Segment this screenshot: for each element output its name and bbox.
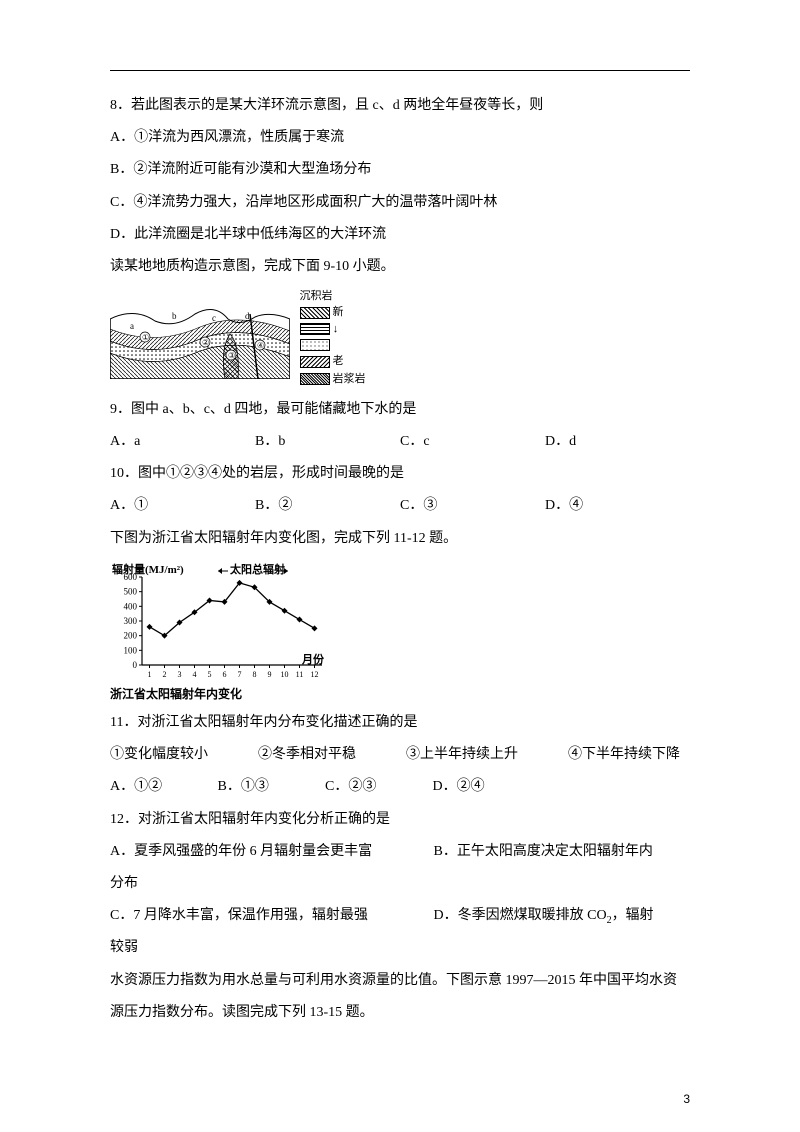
q9-C: C．c — [400, 426, 545, 458]
q12-D-cont: 较弱 — [110, 932, 690, 964]
geological-diagram: a b c d ① ② ③ ④ — [110, 289, 290, 379]
q8-stem: 8．若此图表示的是某大洋环流示意图，且 c、d 两地全年昼夜等长，则 — [110, 90, 690, 122]
svg-text:100: 100 — [124, 645, 138, 655]
svg-text:1: 1 — [148, 670, 152, 679]
legend-magma-label: 岩浆岩 — [333, 373, 366, 385]
svg-text:12: 12 — [311, 670, 319, 679]
svg-text:c: c — [212, 313, 216, 323]
q11-sub-options: ①变化幅度较小 ②冬季相对平稳 ③上半年持续上升 ④下半年持续下降 — [110, 739, 690, 771]
legend-new: 新 — [333, 306, 344, 318]
q8-optA: A．①洋流为西风漂流，性质属于寒流 — [110, 122, 690, 154]
svg-text:b: b — [172, 311, 177, 321]
q12-C: C．7 月降水丰富，保温作用强，辐射最强 — [110, 900, 430, 932]
svg-text:4: 4 — [193, 670, 197, 679]
q8-optD: D．此洋流圈是北半球中低纬海区的大洋环流 — [110, 219, 690, 251]
svg-text:500: 500 — [124, 587, 138, 597]
geo-legend: 沉积岩 新 ↓ 老 岩浆岩 — [300, 289, 366, 388]
q12-D-pre: D．冬季因燃煤取暖排放 CO — [434, 908, 607, 923]
q9-B: B．b — [255, 426, 400, 458]
svg-text:a: a — [130, 321, 134, 331]
q12-B: B．正午太阳高度决定太阳辐射年内 — [434, 844, 653, 859]
svg-text:2: 2 — [163, 670, 167, 679]
q10-C: C．③ — [400, 490, 545, 522]
lead-11-12: 下图为浙江省太阳辐射年内变化图，完成下列 11-12 题。 — [110, 523, 690, 555]
q12-D-post: ，辐射 — [612, 908, 654, 923]
svg-text:③: ③ — [228, 351, 235, 360]
q11-sub3: ③上半年持续上升 — [406, 739, 518, 771]
q10-B: B．② — [255, 490, 400, 522]
q9-D: D．d — [545, 426, 690, 458]
q8-optC: C．④洋流势力强大，沿岸地区形成面积广大的温带落叶阔叶林 — [110, 187, 690, 219]
page-content: 8．若此图表示的是某大洋环流示意图，且 c、d 两地全年昼夜等长，则 A．①洋流… — [110, 90, 690, 1029]
svg-text:d: d — [245, 311, 250, 321]
svg-text:3: 3 — [178, 670, 182, 679]
q11-D: D．②④ — [433, 771, 541, 803]
q8-optB: B．②洋流附近可能有沙漠和大型渔场分布 — [110, 154, 690, 186]
svg-text:0: 0 — [133, 660, 138, 670]
svg-text:6: 6 — [223, 670, 227, 679]
q12-stem: 12．对浙江省太阳辐射年内变化分析正确的是 — [110, 804, 690, 836]
geological-diagram-container: a b c d ① ② ③ ④ 沉积岩 新 ↓ 老 岩浆岩 — [110, 289, 690, 388]
q10-options: A．① B．② C．③ D．④ — [110, 490, 690, 522]
svg-text:④: ④ — [257, 341, 264, 350]
q10-D: D．④ — [545, 490, 690, 522]
q12-D: D．冬季因燃煤取暖排放 CO2，辐射 — [434, 908, 654, 923]
svg-text:400: 400 — [124, 601, 138, 611]
svg-text:10: 10 — [281, 670, 289, 679]
q12-row-CD: C．7 月降水丰富，保温作用强，辐射最强 D．冬季因燃煤取暖排放 CO2，辐射 — [110, 900, 690, 932]
lead-9-10: 读某地地质构造示意图，完成下面 9-10 小题。 — [110, 251, 690, 283]
q11-A: A．①② — [110, 771, 218, 803]
svg-text:300: 300 — [124, 616, 138, 626]
q11-sub2: ②冬季相对平稳 — [258, 739, 356, 771]
q9-stem: 9．图中 a、b、c、d 四地，最可能储藏地下水的是 — [110, 394, 690, 426]
svg-text:11: 11 — [296, 670, 304, 679]
q12-row-AB: A．夏季风强盛的年份 6 月辐射量会更丰富 B．正午太阳高度决定太阳辐射年内 — [110, 836, 690, 868]
q11-sub4: ④下半年持续下降 — [568, 739, 680, 771]
radiation-chart: 辐射量(MJ/m²)太阳总辐射0100200300400500600123456… — [110, 561, 690, 701]
page-number: 3 — [683, 1086, 690, 1114]
q11-C: C．②③ — [325, 771, 433, 803]
svg-text:200: 200 — [124, 631, 138, 641]
lead-13-15: 水资源压力指数为用水总量与可利用水资源量的比值。下图示意 1997—2015 年… — [110, 965, 690, 1029]
svg-text:①: ① — [142, 333, 149, 342]
q10-A: A．① — [110, 490, 255, 522]
q11-stem: 11．对浙江省太阳辐射年内分布变化描述正确的是 — [110, 707, 690, 739]
q12-A: A．夏季风强盛的年份 6 月辐射量会更丰富 — [110, 836, 430, 868]
svg-text:②: ② — [202, 338, 209, 347]
q11-B: B．①③ — [218, 771, 326, 803]
svg-text:8: 8 — [253, 670, 257, 679]
chart-title: 浙江省太阳辐射年内变化 — [110, 688, 690, 701]
q11-options: A．①② B．①③ C．②③ D．②④ — [110, 771, 540, 803]
q9-A: A．a — [110, 426, 255, 458]
top-rule — [110, 70, 690, 71]
svg-text:太阳总辐射: 太阳总辐射 — [229, 562, 285, 576]
svg-text:月份: 月份 — [301, 652, 325, 666]
legend-old: 老 — [333, 355, 344, 367]
q11-sub1: ①变化幅度较小 — [110, 739, 208, 771]
svg-text:600: 600 — [124, 572, 138, 582]
legend-sed-label: 沉积岩 — [300, 290, 333, 302]
svg-text:7: 7 — [238, 670, 242, 679]
svg-text:5: 5 — [208, 670, 212, 679]
svg-text:9: 9 — [268, 670, 272, 679]
q10-stem: 10．图中①②③④处的岩层，形成时间最晚的是 — [110, 458, 690, 490]
q9-options: A．a B．b C．c D．d — [110, 426, 690, 458]
q12-B-cont: 分布 — [110, 868, 690, 900]
